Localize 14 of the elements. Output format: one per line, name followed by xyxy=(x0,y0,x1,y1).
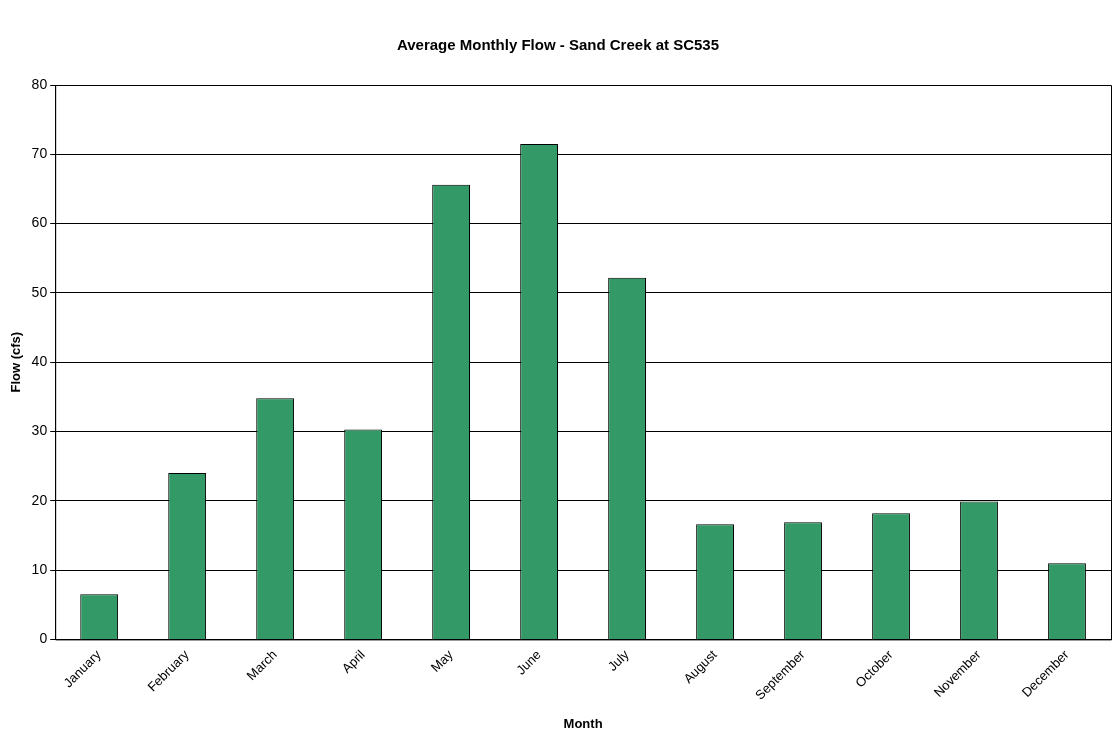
chart-title: Average Monthly Flow - Sand Creek at SC535 xyxy=(396,36,720,54)
y-tick-label: 0 xyxy=(39,630,48,647)
x-tick-label: May xyxy=(427,646,457,675)
y-tick-label: 60 xyxy=(31,214,48,231)
y-tick-label: 50 xyxy=(31,283,48,300)
y-tick-label: 40 xyxy=(31,353,48,370)
x-axis-title: Month xyxy=(563,715,603,731)
y-tick-label: 70 xyxy=(31,145,48,162)
y-tick-label: 10 xyxy=(31,560,48,577)
y-tick-label: 80 xyxy=(31,75,48,92)
x-tick-label: July xyxy=(604,646,633,674)
y-axis-title: Flow (cfs) xyxy=(8,331,24,393)
y-tick-label: 20 xyxy=(31,491,48,508)
y-tick-label: 30 xyxy=(31,422,48,439)
